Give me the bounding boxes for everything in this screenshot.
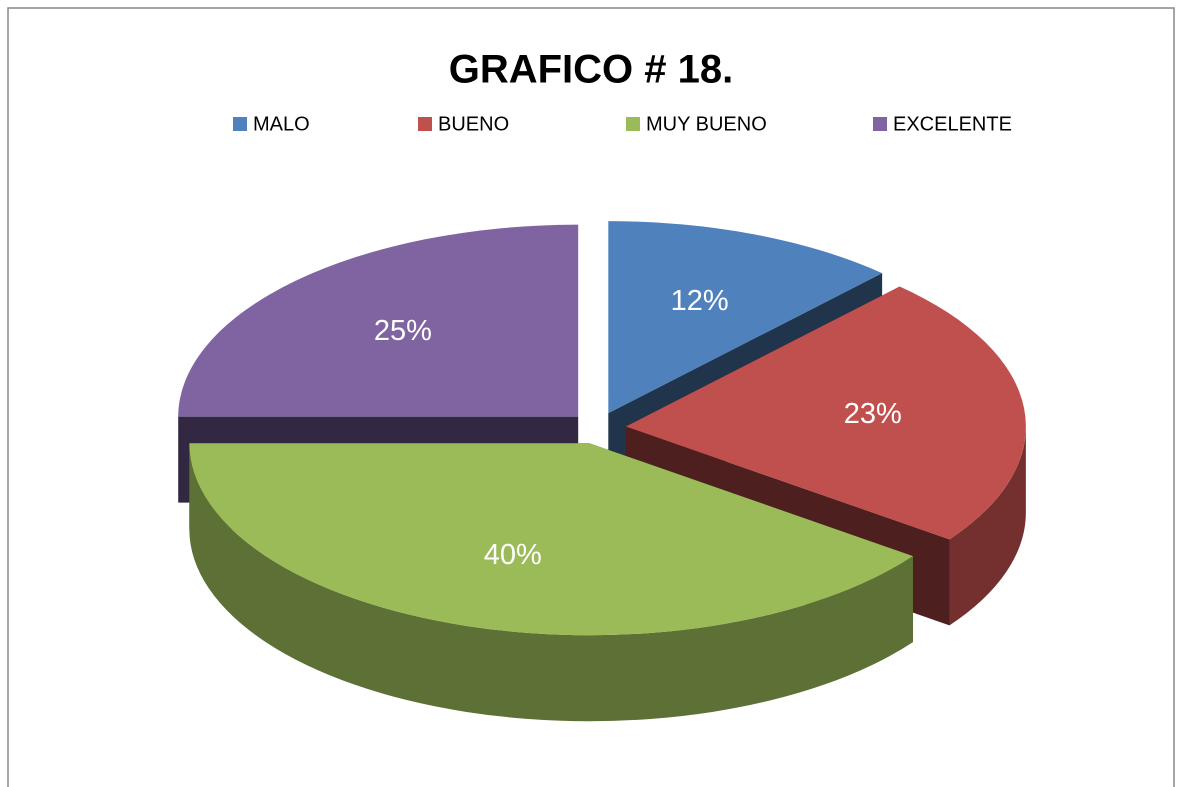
legend-label: MALO (253, 113, 310, 135)
slice (608, 221, 883, 414)
data-label: 23% (844, 398, 902, 430)
legend-label: MUY BUENO (646, 113, 767, 135)
legend-swatch (418, 117, 432, 131)
slice-wall (949, 426, 1026, 626)
slice (625, 286, 1026, 540)
data-label: 25% (374, 315, 432, 347)
data-label: 40% (484, 539, 542, 571)
slice (189, 443, 913, 636)
legend-label: EXCELENTE (893, 113, 1012, 135)
slice-wall (189, 443, 913, 722)
legend-swatch (626, 117, 640, 131)
slice (178, 224, 579, 417)
legend-label: BUENO (438, 113, 509, 135)
legend-swatch (873, 117, 887, 131)
legend-swatch (233, 117, 247, 131)
chart-title: GRAFICO # 18. (449, 48, 734, 92)
data-label: 12% (671, 285, 729, 317)
